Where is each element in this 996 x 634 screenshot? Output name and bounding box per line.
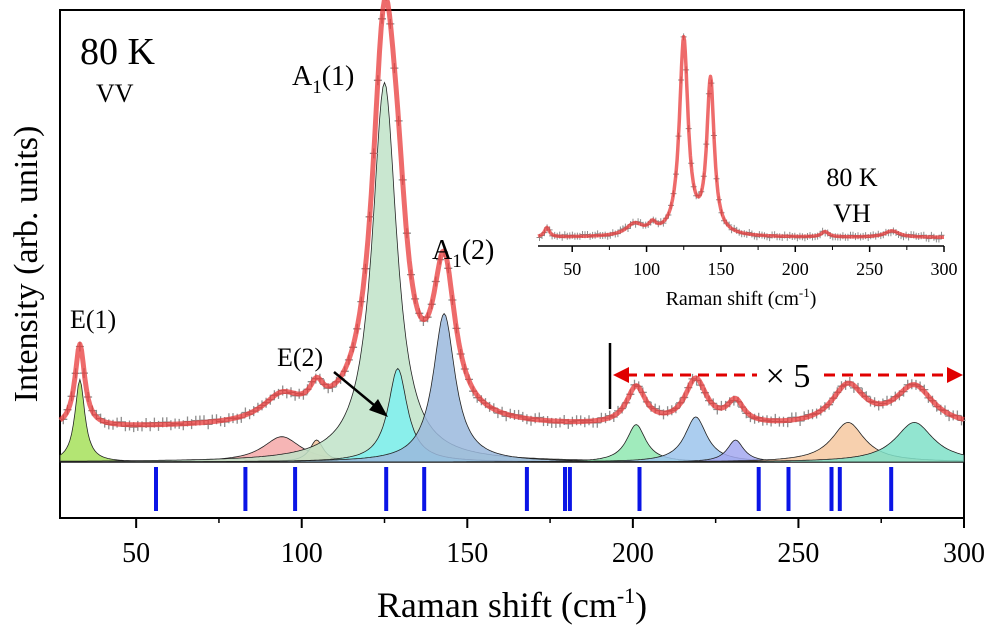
peak-label-e1: E(1) (70, 305, 116, 334)
inset-polarization-label: VH (833, 199, 871, 228)
peak-label-e2-pointer (333, 371, 381, 411)
fitted-components (59, 81, 965, 463)
fit-curve-line (58, 0, 965, 428)
x-tick-label-200: 200 (612, 538, 654, 569)
x-tick-label-300: 300 (943, 538, 985, 569)
polarization-label: VV (96, 79, 134, 108)
x-tick-label-50: 50 (122, 538, 150, 569)
x-tick-label-250: 250 (777, 538, 819, 569)
inset-temperature-label: 80 K (826, 163, 878, 192)
peak-label-a1-1: A1(1) (292, 61, 354, 98)
scale-factor-label: × 5 (766, 358, 811, 395)
scale-label-background (757, 355, 819, 393)
scale-right-arrowhead (947, 367, 963, 383)
inset-background (536, 18, 946, 314)
scale-left-arrowhead (613, 367, 629, 383)
calculated-mode-markers (154, 467, 894, 511)
y-axis-title: Intensity (arb. units) (8, 126, 45, 403)
inset-vh-spectrum-plot: 50 100 150 200 250 300 80 K VH Raman shift (c… (536, 18, 958, 314)
main-vv-spectrum-plot: 50 100 150 200 250 300 80 K VV E(1) A1(1) A1(… (8, 0, 985, 625)
x-axis-title: Raman shift (cm-1) (377, 583, 647, 625)
inset-fit-curve (536, 34, 946, 239)
fitted-component-6 (59, 312, 965, 463)
main-plot-frame (59, 9, 965, 519)
temperature-label: 80 K (80, 31, 156, 73)
x-tick-label-100: 100 (281, 538, 323, 569)
inset-x-tick-label-300: 300 (931, 259, 958, 279)
inset-fit-line (536, 34, 946, 239)
inset-x-axis-title: Raman shift (cm-1) (666, 285, 817, 310)
inset-x-axis: 50 100 150 200 250 300 (563, 246, 958, 279)
fitted-component-10 (60, 421, 965, 463)
main-x-axis: 50 100 150 200 250 300 (122, 518, 985, 569)
inset-x-tick-label-250: 250 (856, 259, 883, 279)
fitted-component-11 (60, 421, 965, 463)
x-tick-label-150: 150 (446, 538, 488, 569)
inset-x-tick-label-200: 200 (782, 259, 809, 279)
peak-label-a1-2: A1(2) (432, 235, 494, 272)
peak-label-e2: E(2) (277, 343, 323, 372)
peak-label-e2-arrowhead (369, 399, 388, 417)
inset-x-tick-label-50: 50 (563, 259, 581, 279)
total-fit-curve (58, 0, 965, 428)
inset-x-tick-label-150: 150 (707, 259, 734, 279)
inset-x-tick-label-100: 100 (633, 259, 660, 279)
